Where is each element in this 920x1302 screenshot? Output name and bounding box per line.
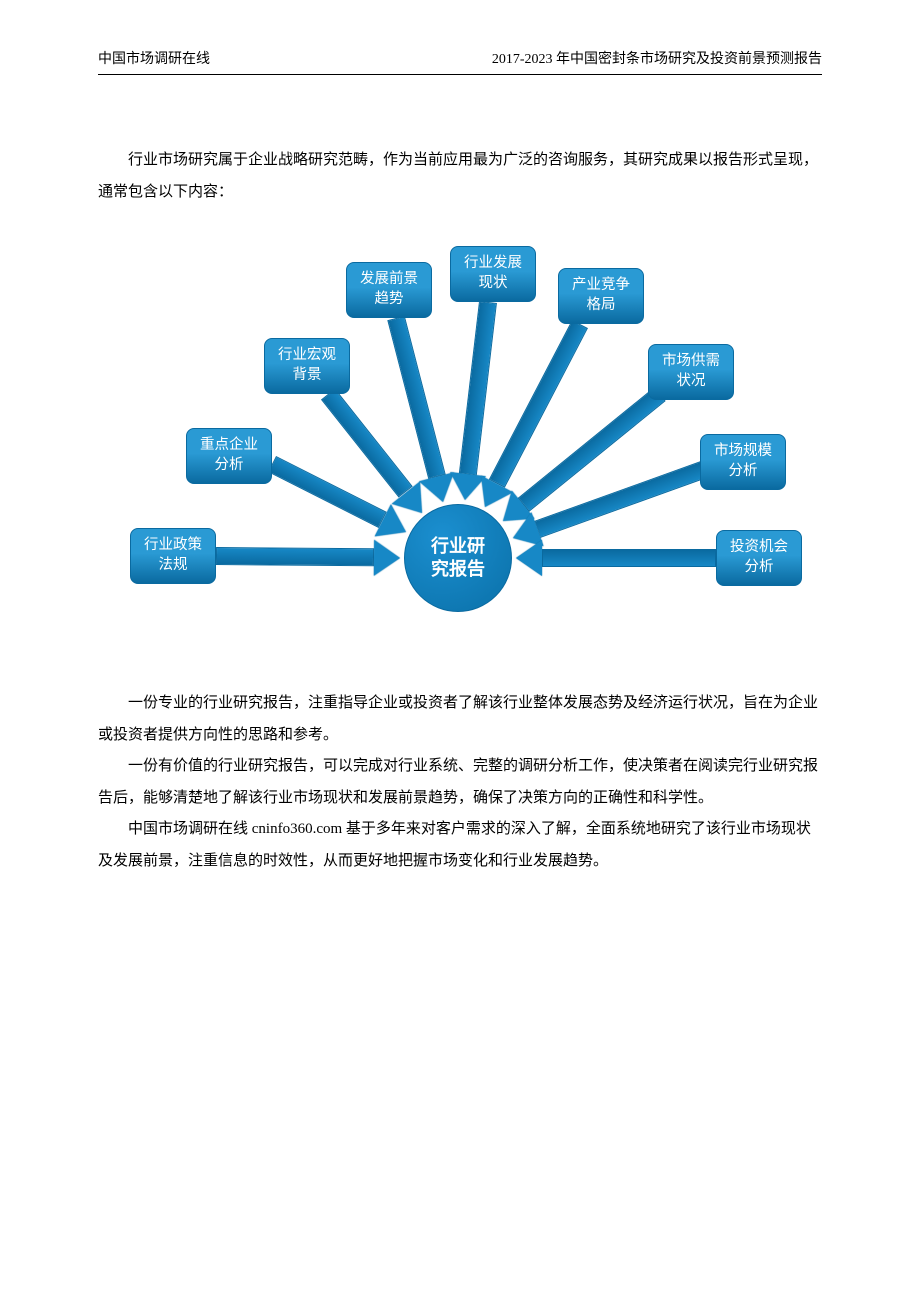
diagram-node: 行业发展现状 [450,246,536,302]
body-paragraph-2: 一份有价值的行业研究报告，可以完成对行业系统、完整的调研分析工作，使决策者在阅读… [98,751,822,814]
arrow-shaft [387,316,445,479]
intro-paragraph: 行业市场研究属于企业战略研究范畴，作为当前应用最为广泛的咨询服务，其研究成果以报… [98,145,822,208]
arrow-shaft [542,549,716,567]
arrow-shaft [321,388,413,497]
body-text: 一份专业的行业研究报告，注重指导企业或投资者了解该行业整体发展态势及经济运行状况… [98,688,822,877]
header-left: 中国市场调研在线 [98,48,210,68]
arrow-shaft [268,456,387,528]
hub-spoke-diagram: 行业研究报告 行业政策法规 重点企业分析 行业宏观背景 发展前景趋势行业发展现状产业竞争… [100,238,820,648]
diagram-node: 行业宏观背景 [264,338,350,394]
header-right: 2017-2023 年中国密封条市场研究及投资前景预测报告 [492,48,822,68]
diagram-node: 市场规模分析 [700,434,786,490]
body-paragraph-3: 中国市场调研在线 cninfo360.com 基于多年来对客户需求的深入了解，全… [98,814,822,877]
body-paragraph-1: 一份专业的行业研究报告，注重指导企业或投资者了解该行业整体发展态势及经济运行状况… [98,688,822,751]
diagram-node: 市场供需状况 [648,344,734,400]
diagram-node: 投资机会分析 [716,530,802,586]
page-header: 中国市场调研在线 2017-2023 年中国密封条市场研究及投资前景预测报告 [98,48,822,75]
document-page: 中国市场调研在线 2017-2023 年中国密封条市场研究及投资前景预测报告 行… [0,0,920,1302]
diagram-node: 行业政策法规 [130,528,216,584]
arrow-shaft [216,547,374,566]
arrow-head [516,540,542,576]
diagram-node: 产业竞争格局 [558,268,644,324]
arrow-shaft [459,301,497,476]
diagram-node: 重点企业分析 [186,428,272,484]
diagram-hub: 行业研究报告 [404,504,512,612]
diagram-node: 发展前景趋势 [346,262,432,318]
